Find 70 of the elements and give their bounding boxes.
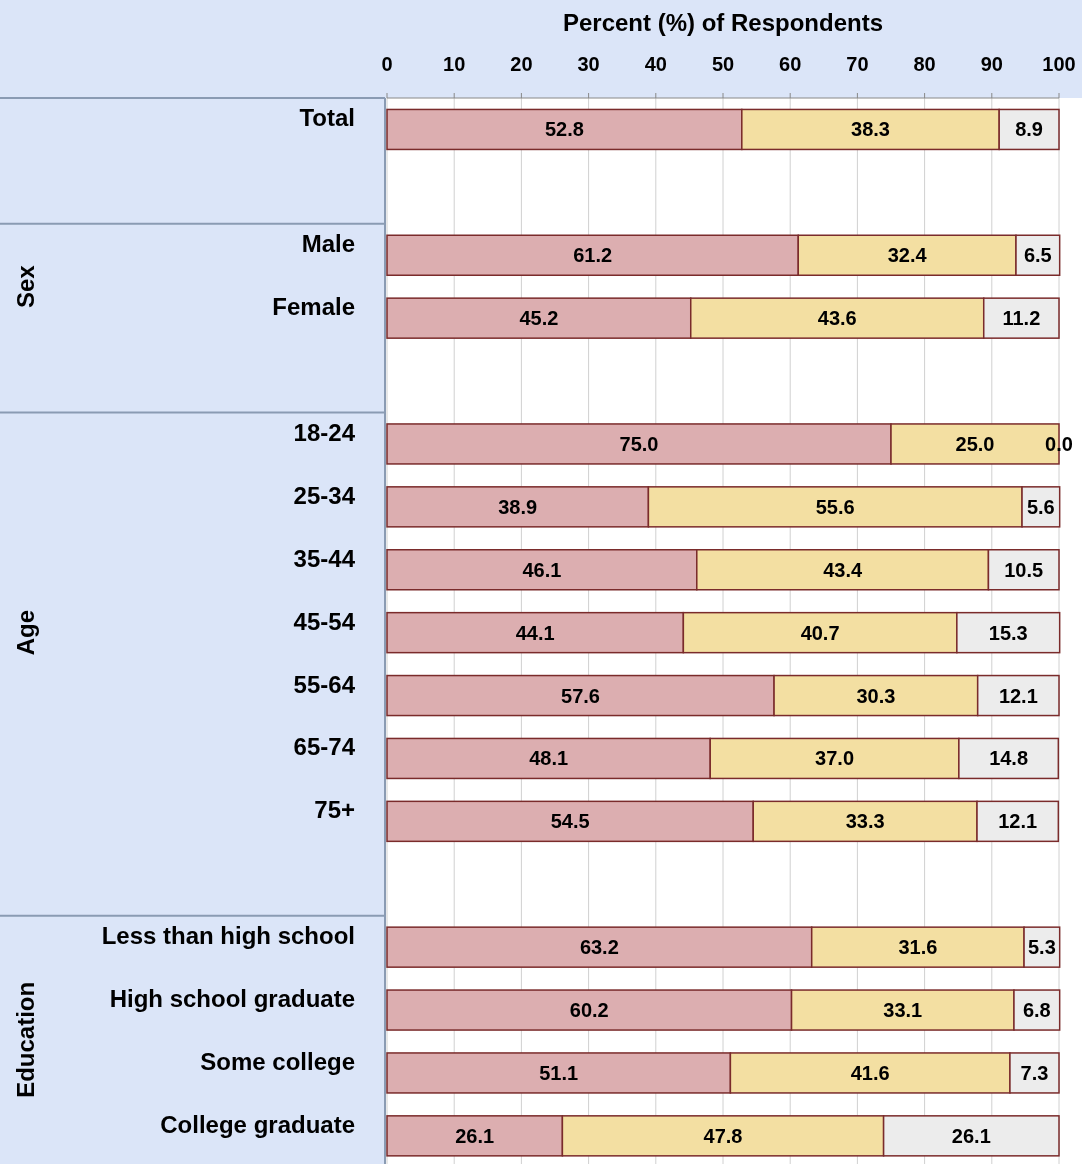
data-label: 52.8 [544, 118, 584, 141]
data-label: 63.2 [579, 936, 619, 959]
data-label: 5.6 [1026, 495, 1055, 518]
data-label: 46.1 [522, 558, 562, 581]
y-tick-label: 55-64 [293, 670, 356, 698]
data-label: 37.0 [815, 747, 855, 770]
data-label: 43.4 [823, 558, 863, 581]
data-label: 44.1 [515, 621, 555, 644]
x-axis-title: Percent (%) of Respondents [562, 9, 884, 36]
data-label: 40.7 [800, 621, 840, 644]
data-label: 7.3 [1020, 1061, 1049, 1084]
x-tick-label: 0 [381, 53, 393, 75]
data-label: 15.3 [988, 621, 1028, 644]
data-label: 26.1 [951, 1124, 991, 1147]
data-label: 5.3 [1027, 936, 1056, 959]
y-tick-label: Less than high school [101, 922, 355, 950]
y-tick-label: Female [272, 293, 355, 321]
data-label: 57.6 [561, 684, 600, 707]
x-tick-label: 10 [443, 53, 466, 75]
data-label: 11.2 [1002, 307, 1041, 330]
data-label: 61.2 [573, 244, 613, 267]
x-tick-label: 30 [577, 53, 600, 75]
data-label: 75.0 [619, 432, 659, 455]
y-tick-label: 45-54 [293, 607, 356, 635]
data-label: 41.6 [850, 1061, 890, 1084]
y-tick-label: Some college [200, 1047, 355, 1075]
data-label: 48.1 [529, 747, 569, 770]
data-label: 25.0 [955, 432, 995, 455]
data-label: 38.3 [851, 118, 890, 141]
data-label: 51.1 [539, 1061, 579, 1084]
data-label: 33.1 [883, 999, 923, 1022]
x-tick-label: 40 [644, 53, 667, 75]
y-tick-label: Total [299, 104, 355, 132]
y-tick-label: High school graduate [109, 985, 355, 1013]
y-tick-label: 35-44 [293, 544, 356, 572]
x-tick-label: 70 [846, 53, 869, 75]
data-label: 60.2 [569, 999, 609, 1022]
x-tick-label: 100 [1042, 53, 1076, 75]
x-tick-label: 20 [510, 53, 533, 75]
data-label: 38.9 [498, 495, 538, 518]
x-tick-label: 80 [913, 53, 936, 75]
data-label: 47.8 [703, 1124, 743, 1147]
y-tick-label: 75+ [314, 796, 355, 824]
y-tick-label: 25-34 [293, 481, 356, 509]
data-label: 6.5 [1023, 244, 1052, 267]
y-tick-label: 18-24 [293, 418, 356, 446]
y-tick-label: Male [301, 230, 355, 258]
data-label: 10.5 [1004, 558, 1044, 581]
data-label: 54.5 [550, 810, 590, 833]
data-label: 12.1 [998, 810, 1038, 833]
data-label: 26.1 [455, 1124, 495, 1147]
text: Age [12, 609, 39, 656]
y-tick-label: 65-74 [293, 733, 356, 761]
data-label: 6.8 [1022, 999, 1051, 1022]
data-label: 33.3 [845, 810, 885, 833]
data-label: 43.6 [817, 307, 857, 330]
data-label: 31.6 [898, 936, 938, 959]
y-tick-label: College graduate [160, 1110, 355, 1138]
data-label: 32.4 [887, 244, 928, 267]
data-label: 8.9 [1015, 118, 1043, 141]
data-label: 12.1 [998, 684, 1038, 707]
x-tick-label: 50 [711, 53, 735, 75]
data-label: 30.3 [856, 684, 896, 707]
text: Education [12, 981, 39, 1098]
x-tick-label: 90 [980, 53, 1003, 75]
data-label: 14.8 [989, 747, 1029, 770]
x-tick-label: 60 [779, 53, 802, 75]
text: Sex [12, 264, 39, 309]
data-label: 45.2 [519, 307, 559, 330]
data-label: 55.6 [815, 495, 855, 518]
